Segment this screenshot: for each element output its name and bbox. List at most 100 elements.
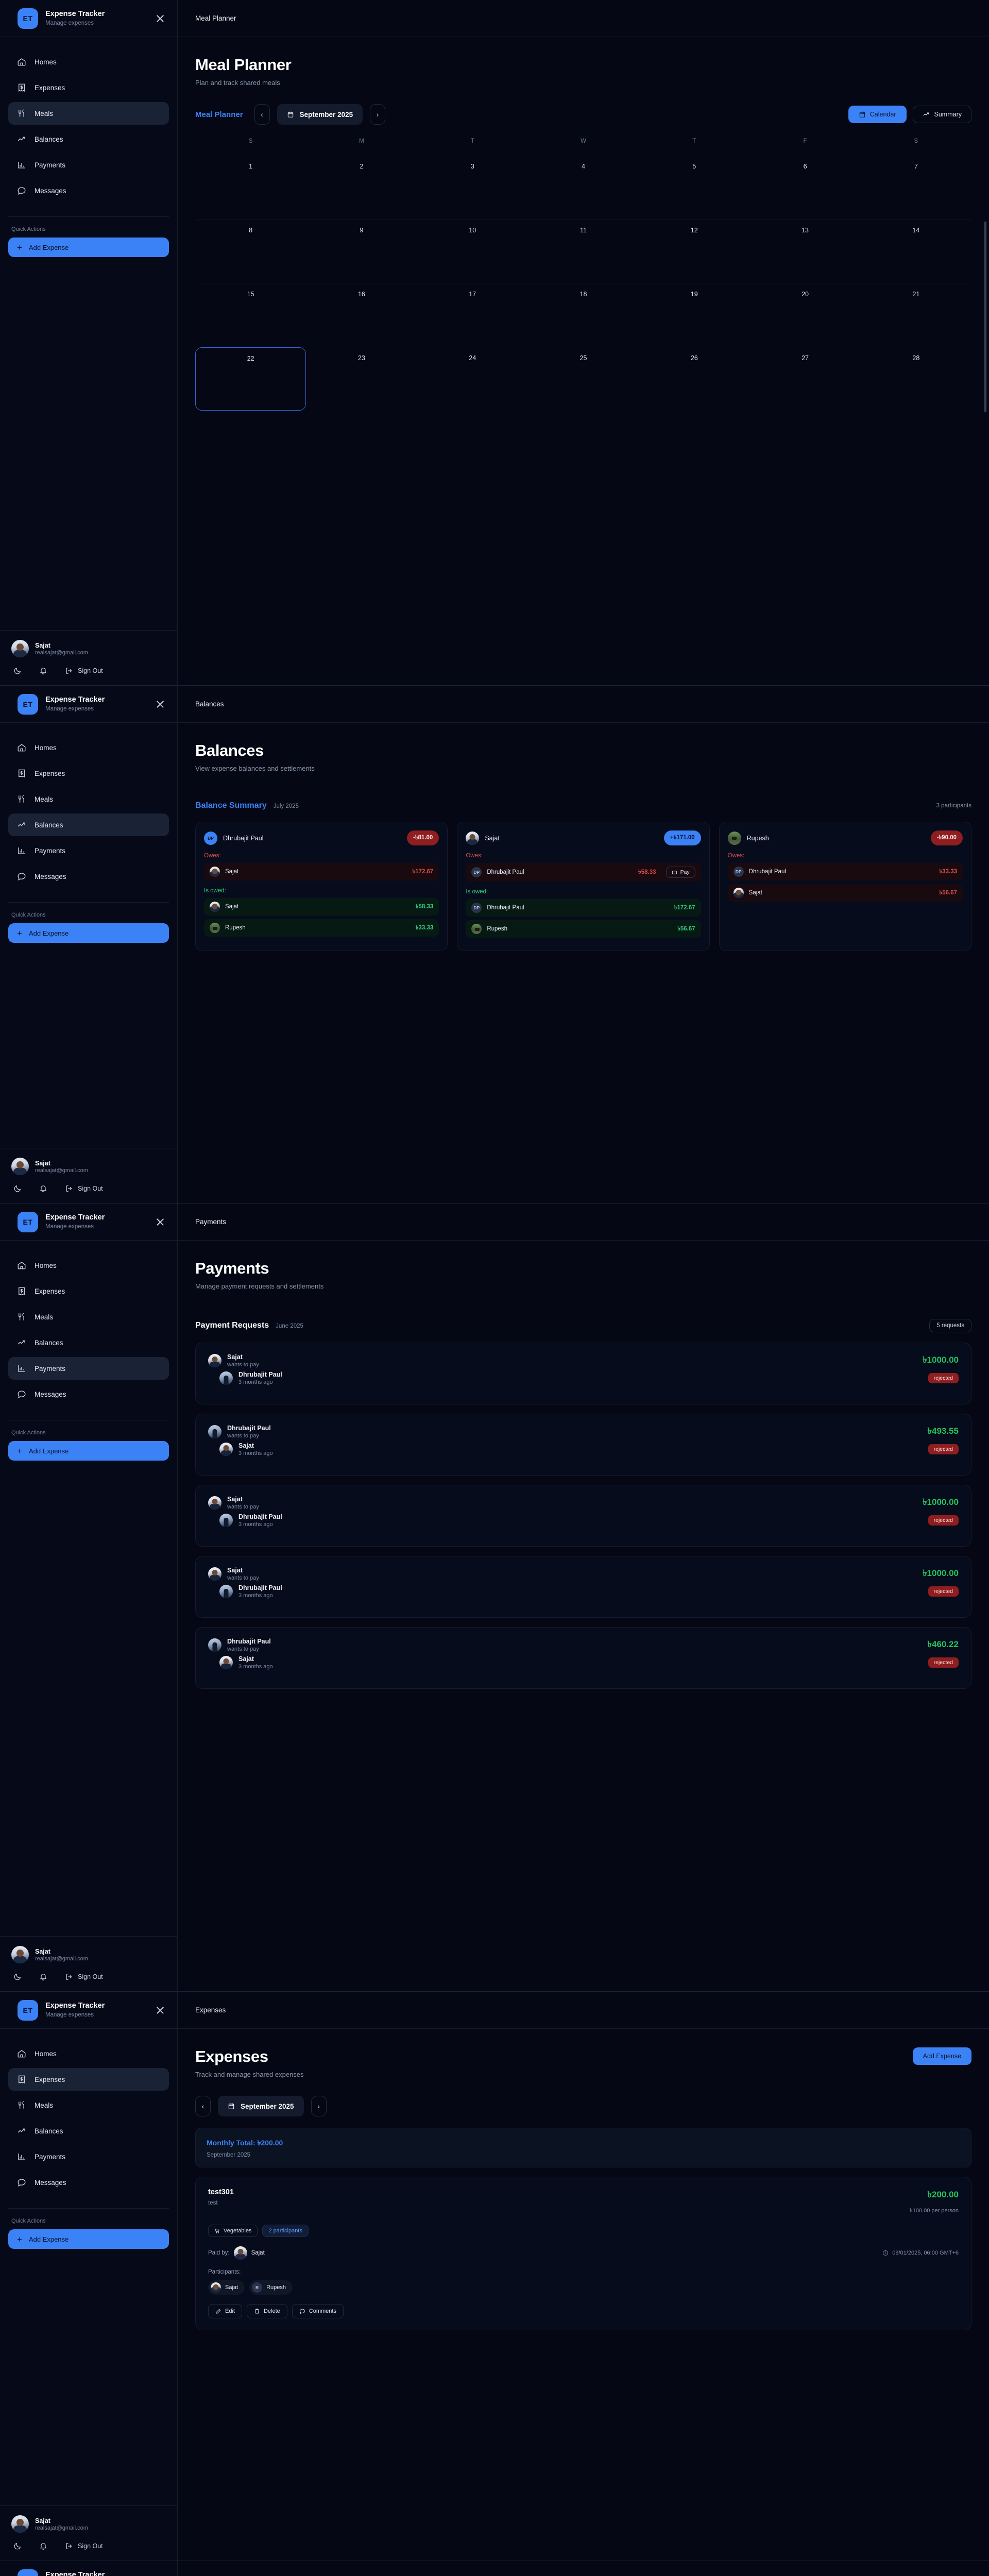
pay-button[interactable]: Pay [666,867,695,878]
prev-month-button[interactable]: ‹ [195,2096,211,2116]
calendar-day-cell[interactable]: 4 [528,156,639,219]
sidebar-item-homes[interactable]: Homes [8,1254,169,1277]
category-chip[interactable]: Vegetables [208,2225,258,2237]
page-title: Payments [195,1259,269,1277]
participants-chip[interactable]: 2 participants [262,2225,309,2237]
calendar-day-cell[interactable]: 15 [195,283,306,347]
month-selector[interactable]: September 2025 [218,2096,304,2116]
sign-out-button[interactable]: Sign Out [65,1184,103,1193]
edit-button[interactable]: Edit [208,2304,242,2318]
sidebar-item-balances[interactable]: Balances [8,2120,169,2142]
calendar-day-cell[interactable]: 5 [639,156,749,219]
sidebar-item-meals[interactable]: Meals [8,2094,169,2116]
sign-out-button[interactable]: Sign Out [65,2542,103,2550]
sidebar-item-balances[interactable]: Balances [8,128,169,150]
sidebar-item-meals[interactable]: Meals [8,788,169,810]
sidebar-item-payments[interactable]: Payments [8,154,169,176]
calendar-day-cell[interactable]: 11 [528,219,639,283]
view-calendar-button[interactable]: Calendar [848,106,907,123]
sidebar-item-messages[interactable]: Messages [8,179,169,202]
moon-icon[interactable] [13,1973,22,1981]
close-icon[interactable] [155,1216,166,1228]
calendar-day-cell[interactable]: 2 [306,156,417,219]
bell-icon[interactable] [39,667,47,675]
calendar-day-cell[interactable]: 3 [417,156,528,219]
next-month-button[interactable]: › [370,104,386,125]
avatar [233,2246,247,2260]
sign-out-button[interactable]: Sign Out [65,667,103,675]
sidebar-item-expenses[interactable]: Expenses [8,2068,169,2091]
bell-icon[interactable] [39,1973,47,1981]
calendar-day-cell[interactable]: 28 [861,347,971,411]
sidebar-item-messages[interactable]: Messages [8,2171,169,2194]
payment-request-card[interactable]: Sajat wants to pay Dhrubajit Paul 3 months … [195,1343,971,1404]
sidebar-item-homes[interactable]: Homes [8,2042,169,2065]
expense-item[interactable]: test301 test ৳200.00 ৳100.00 per person … [195,2177,971,2330]
calendar-day-cell[interactable]: 22 [195,347,306,411]
calendar-day-cell[interactable]: 17 [417,283,528,347]
calendar-day-cell[interactable]: 23 [306,347,417,411]
calendar-day-cell[interactable]: 16 [306,283,417,347]
view-summary-button[interactable]: Summary [912,106,971,123]
bell-icon[interactable] [39,1184,47,1193]
moon-icon[interactable] [13,2542,22,2550]
sidebar-item-messages[interactable]: Messages [8,865,169,888]
sidebar-item-label: Meals [35,795,54,803]
close-icon[interactable] [155,699,166,710]
add-expense-button[interactable]: + Add Expense [8,2229,169,2249]
payment-request-card[interactable]: Dhrubajit Paul wants to pay Sajat 3 months … [195,1627,971,1689]
payment-request-card[interactable]: Sajat wants to pay Dhrubajit Paul 3 months … [195,1556,971,1618]
close-icon[interactable] [155,2574,166,2576]
sidebar-item-payments[interactable]: Payments [8,839,169,862]
payment-request-card[interactable]: Dhrubajit Paul wants to pay Sajat 3 months … [195,1414,971,1476]
calendar-day-cell[interactable]: 26 [639,347,749,411]
calendar-day-cell[interactable]: 18 [528,283,639,347]
close-icon[interactable] [155,13,166,24]
calendar-day-cell[interactable]: 1 [195,156,306,219]
sidebar-item-balances[interactable]: Balances [8,1331,169,1354]
sidebar-item-homes[interactable]: Homes [8,50,169,73]
moon-icon[interactable] [13,667,22,675]
comments-button[interactable]: Comments [292,2304,344,2318]
calendar-day-cell[interactable]: 20 [749,283,860,347]
sign-out-button[interactable]: Sign Out [65,1973,103,1981]
calendar-day-cell[interactable]: 12 [639,219,749,283]
add-expense-button[interactable]: + Add Expense [8,238,169,257]
calendar-day-cell[interactable]: 21 [861,283,971,347]
calendar-day-cell[interactable]: 9 [306,219,417,283]
payment-request-card[interactable]: Sajat wants to pay Dhrubajit Paul 3 months … [195,1485,971,1547]
scrollbar-thumb[interactable] [984,222,986,412]
calendar-day-cell[interactable]: 8 [195,219,306,283]
add-expense-button[interactable]: + Add Expense [8,1441,169,1461]
close-icon[interactable] [155,2005,166,2016]
prev-month-button[interactable]: ‹ [254,104,270,125]
sidebar-item-meals[interactable]: Meals [8,1306,169,1328]
moon-icon[interactable] [13,1184,22,1193]
calendar-day-cell[interactable]: 19 [639,283,749,347]
sidebar-item-expenses[interactable]: Expenses [8,1280,169,1302]
delete-button[interactable]: Delete [246,2304,287,2318]
sidebar-item-payments[interactable]: Payments [8,1357,169,1380]
calendar-day-cell[interactable]: 27 [749,347,860,411]
calendar-day-cell[interactable]: 7 [861,156,971,219]
calendar-day-cell[interactable]: 25 [528,347,639,411]
tab-meal-planner[interactable]: Meal Planner [195,110,243,119]
category-label: Vegetables [224,2228,252,2234]
sidebar-item-expenses[interactable]: Expenses [8,76,169,99]
sidebar-item-meals[interactable]: Meals [8,102,169,125]
month-selector[interactable]: September 2025 [277,104,363,125]
calendar-day-cell[interactable]: 10 [417,219,528,283]
bell-icon[interactable] [39,2542,47,2550]
calendar-day-cell[interactable]: 14 [861,219,971,283]
sidebar-item-homes[interactable]: Homes [8,736,169,759]
sidebar-item-messages[interactable]: Messages [8,1383,169,1405]
add-expense-button[interactable]: + Add Expense [8,923,169,943]
next-month-button[interactable]: › [311,2096,327,2116]
sidebar-item-payments[interactable]: Payments [8,2145,169,2168]
calendar-day-cell[interactable]: 6 [749,156,860,219]
calendar-day-cell[interactable]: 13 [749,219,860,283]
add-expense-button[interactable]: Add Expense [912,2047,971,2065]
sidebar-item-balances[interactable]: Balances [8,814,169,836]
calendar-day-cell[interactable]: 24 [417,347,528,411]
sidebar-item-expenses[interactable]: Expenses [8,762,169,785]
